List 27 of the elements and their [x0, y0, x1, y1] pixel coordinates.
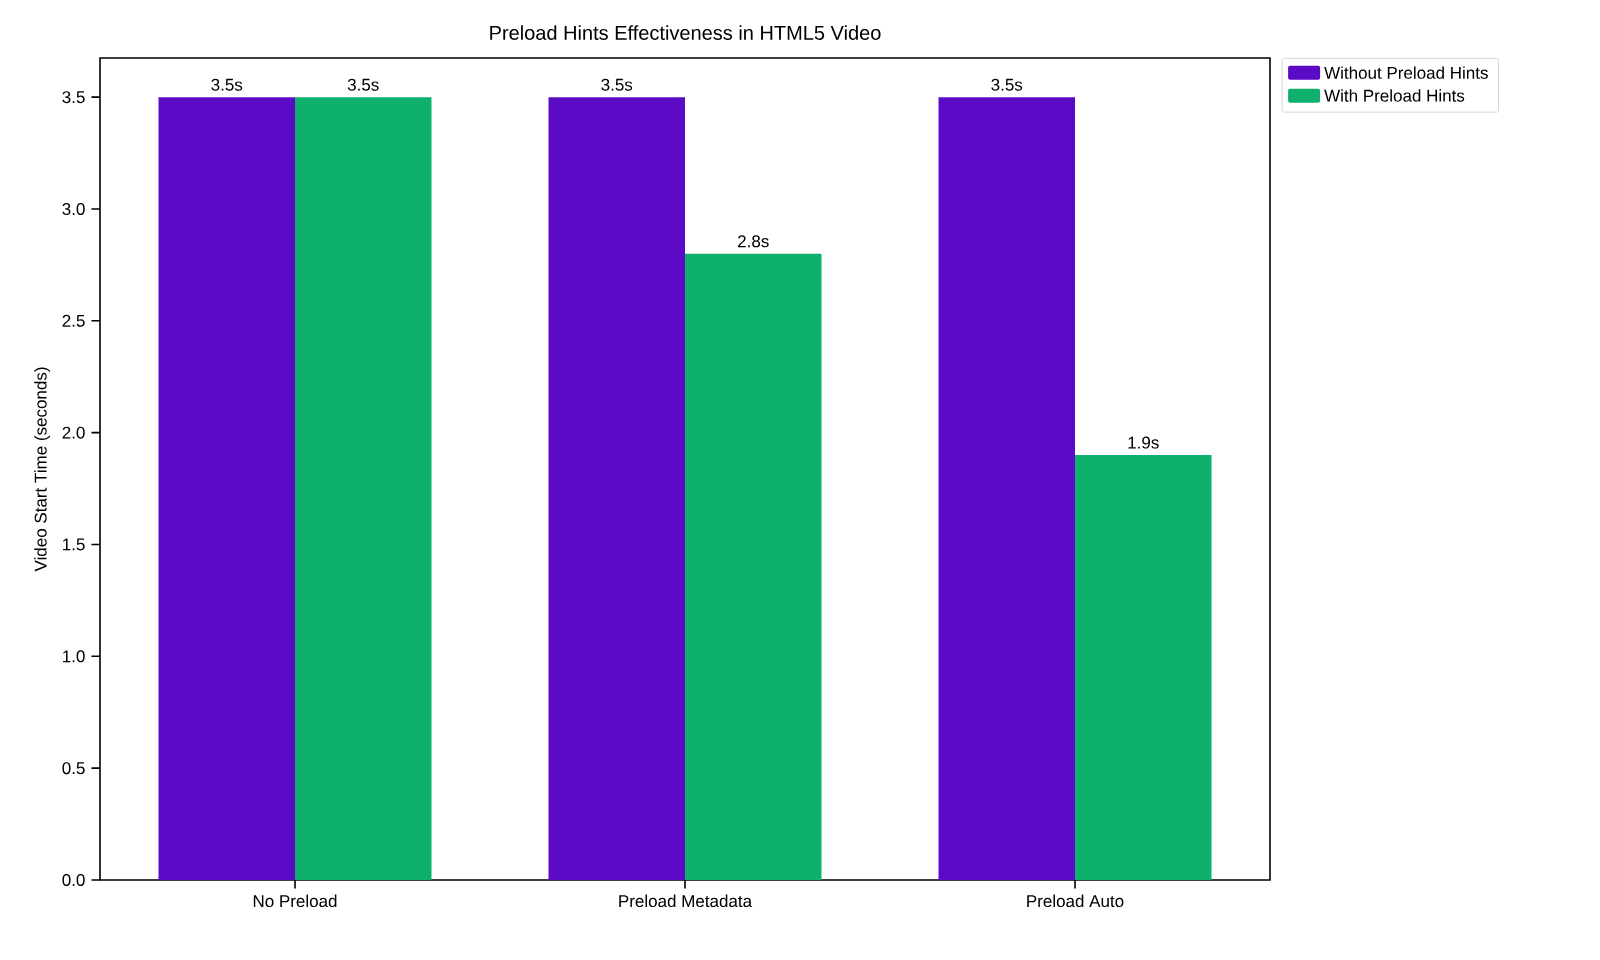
bar — [685, 253, 822, 880]
data-label: 1.9s — [1128, 436, 1159, 449]
x-tick-label: Preload Auto — [1027, 894, 1124, 908]
bar — [158, 97, 296, 880]
y-tick-label: 3.0 — [62, 202, 85, 215]
data-label: 3.5s — [601, 78, 633, 91]
bar — [1075, 455, 1212, 880]
data-label: 3.5s — [347, 78, 379, 91]
bar — [548, 97, 686, 880]
bar — [295, 97, 432, 880]
x-tick-label: No Preload — [253, 894, 337, 908]
y-tick-label: 1.5 — [63, 538, 85, 551]
y-axis-title: Video Start Time (seconds) — [34, 367, 51, 572]
data-label: 2.8s — [738, 235, 769, 248]
data-label: 3.5s — [991, 78, 1023, 91]
y-tick-label: 2.5 — [62, 314, 85, 327]
y-tick-label: 1.0 — [63, 650, 85, 663]
bar — [938, 97, 1076, 880]
x-tick-label: Preload Metadata — [619, 894, 753, 908]
y-tick-label: 0.0 — [62, 873, 85, 887]
y-tick-label: 2.0 — [62, 426, 85, 439]
y-tick-label: 0.5 — [62, 762, 85, 775]
y-tick-label: 3.5 — [62, 91, 85, 104]
legend-label: Without Preload Hints — [1324, 66, 1488, 79]
chart-title: Preload Hints Effectiveness in HTML5 Video — [490, 25, 881, 40]
legend-label: With Preload Hints — [1324, 89, 1465, 102]
data-label: 3.5s — [211, 78, 243, 91]
